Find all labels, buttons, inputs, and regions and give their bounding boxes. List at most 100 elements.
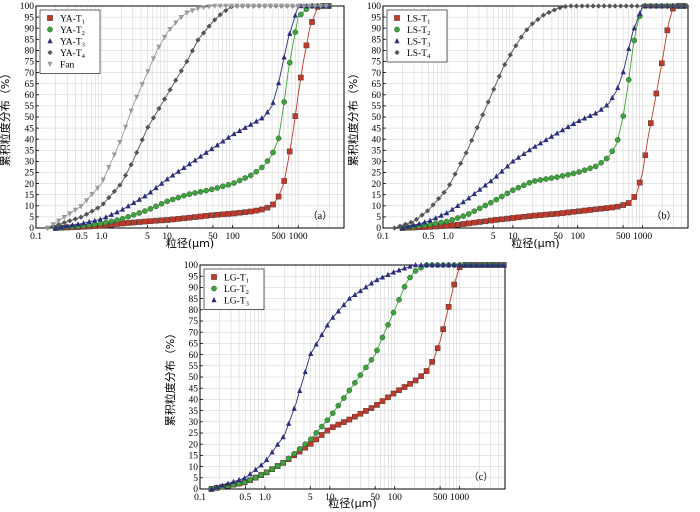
panel-label: （b） xyxy=(652,210,677,222)
data-point xyxy=(324,417,331,424)
data-point xyxy=(208,186,215,193)
legend-marker xyxy=(394,38,400,44)
data-point xyxy=(598,106,604,112)
y-tick-label: 40 xyxy=(372,135,382,145)
data-point xyxy=(156,44,162,50)
data-point xyxy=(554,210,560,217)
x-axis-label: 粒径(μm) xyxy=(166,236,214,250)
y-tick-label: 30 xyxy=(189,418,199,428)
data-point xyxy=(543,136,549,143)
data-point xyxy=(184,58,190,65)
y-tick-label: 85 xyxy=(189,295,199,305)
data-point xyxy=(167,87,173,93)
data-point xyxy=(634,3,640,9)
data-point xyxy=(673,3,679,9)
data-point xyxy=(637,10,643,16)
data-point xyxy=(200,30,207,36)
gridlines xyxy=(382,5,689,229)
x-tick-label: 500 xyxy=(271,232,286,242)
data-point xyxy=(620,69,626,75)
data-point xyxy=(504,190,511,197)
data-point xyxy=(357,372,364,378)
x-axis-label: 粒径(μm) xyxy=(328,496,376,510)
data-point xyxy=(562,3,569,10)
x-tick-label: 50 xyxy=(553,232,563,242)
y-tick-label: 90 xyxy=(372,24,382,34)
data-point xyxy=(158,217,165,224)
data-point xyxy=(111,152,117,158)
data-point xyxy=(587,165,593,172)
data-point xyxy=(181,164,187,171)
data-point xyxy=(258,472,264,478)
chart-panel-1: 0510152025303540455055606570758085909510… xyxy=(0,2,345,250)
x-tick-label: 100 xyxy=(226,232,241,242)
data-point xyxy=(346,416,353,423)
legend-marker xyxy=(211,285,217,292)
data-point xyxy=(61,214,67,221)
data-point xyxy=(264,456,270,462)
data-point xyxy=(609,148,615,155)
data-point xyxy=(510,158,516,164)
data-point xyxy=(269,449,275,455)
data-point xyxy=(565,171,571,178)
data-point xyxy=(418,373,424,379)
data-point xyxy=(412,377,419,384)
data-point xyxy=(504,215,511,222)
data-point xyxy=(181,192,187,199)
data-point xyxy=(429,262,435,268)
y-tick-label: 0 xyxy=(376,224,381,234)
y-tick-label: 75 xyxy=(25,58,35,68)
data-point xyxy=(147,189,154,195)
data-point xyxy=(270,99,276,105)
data-point xyxy=(443,218,450,225)
data-point xyxy=(147,206,154,212)
data-point xyxy=(330,410,336,417)
data-point xyxy=(136,219,143,225)
y-axis-label: 累积粒度分布（%） xyxy=(163,328,177,426)
data-point xyxy=(287,30,293,36)
data-point xyxy=(206,4,212,10)
data-point xyxy=(203,149,209,155)
data-point xyxy=(108,211,115,217)
data-point xyxy=(220,183,226,190)
data-point xyxy=(253,168,260,175)
y-tick-label: 100 xyxy=(184,261,199,271)
data-point xyxy=(493,196,500,203)
data-point xyxy=(206,23,212,29)
data-point xyxy=(158,201,165,207)
data-point xyxy=(83,198,90,204)
data-point xyxy=(430,202,436,208)
data-point xyxy=(278,3,285,9)
data-point xyxy=(86,218,92,225)
data-point xyxy=(117,139,123,146)
data-point xyxy=(537,177,544,183)
data-point xyxy=(92,217,98,223)
data-point xyxy=(609,94,615,101)
data-point xyxy=(306,3,312,9)
data-point xyxy=(122,124,129,130)
data-point xyxy=(181,215,187,222)
data-point xyxy=(476,205,483,212)
data-point xyxy=(379,274,386,280)
x-tick-label: 0.5 xyxy=(422,232,434,242)
data-point xyxy=(186,214,193,221)
data-point xyxy=(678,3,684,9)
data-point xyxy=(510,187,516,194)
data-point xyxy=(438,212,444,218)
data-point xyxy=(412,268,419,274)
data-point xyxy=(656,3,662,9)
data-point xyxy=(401,384,408,390)
data-point xyxy=(374,347,380,354)
data-point xyxy=(136,196,142,202)
data-point xyxy=(220,211,226,218)
x-tick-label: 10 xyxy=(162,232,172,242)
legend-label: YA-T1 xyxy=(60,14,85,25)
y-tick-label: 15 xyxy=(189,452,199,462)
data-point xyxy=(405,223,411,229)
chart-panel-2: 0510152025303540455055606570758085909510… xyxy=(346,2,690,250)
data-point xyxy=(161,34,168,41)
data-point xyxy=(125,213,131,220)
data-point xyxy=(454,215,461,221)
data-point xyxy=(275,193,282,200)
